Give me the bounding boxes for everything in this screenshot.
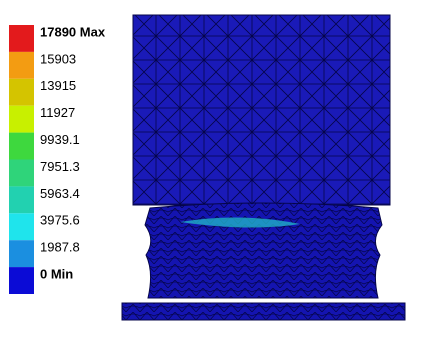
cylinder-top: [133, 15, 390, 205]
legend-swatch: [9, 160, 34, 187]
legend-label: 9939.1: [40, 132, 80, 147]
legend-label: 0 Min: [40, 267, 73, 282]
legend-label: 1987.8: [40, 240, 80, 255]
legend-swatch: [9, 240, 34, 267]
model: [122, 15, 405, 320]
legend-swatch: [9, 186, 34, 213]
legend-label: 3975.6: [40, 213, 80, 228]
legend-label: 11927: [40, 105, 75, 120]
legend-swatch: [9, 52, 34, 79]
legend-swatch: [9, 79, 34, 106]
legend: 17890 Max 15903 13915 11927 9939.1 7951.3 5963…: [9, 24, 106, 294]
legend-label: 13915: [40, 78, 76, 93]
screenshot: 17890 Max 15903 13915 11927 9939.1 7951.3 5963…: [0, 0, 422, 343]
legend-swatch: [9, 267, 34, 294]
legend-swatch: [9, 106, 34, 133]
legend-label: 7951.3: [40, 159, 80, 174]
legend-label: 17890 Max: [40, 24, 106, 39]
legend-swatch: [9, 213, 34, 240]
buckled-section: [145, 203, 382, 298]
legend-swatch: [9, 133, 34, 160]
legend-swatch: [9, 25, 34, 52]
base-plate: [122, 303, 405, 320]
legend-label: 5963.4: [40, 186, 80, 201]
legend-label: 15903: [40, 51, 76, 66]
